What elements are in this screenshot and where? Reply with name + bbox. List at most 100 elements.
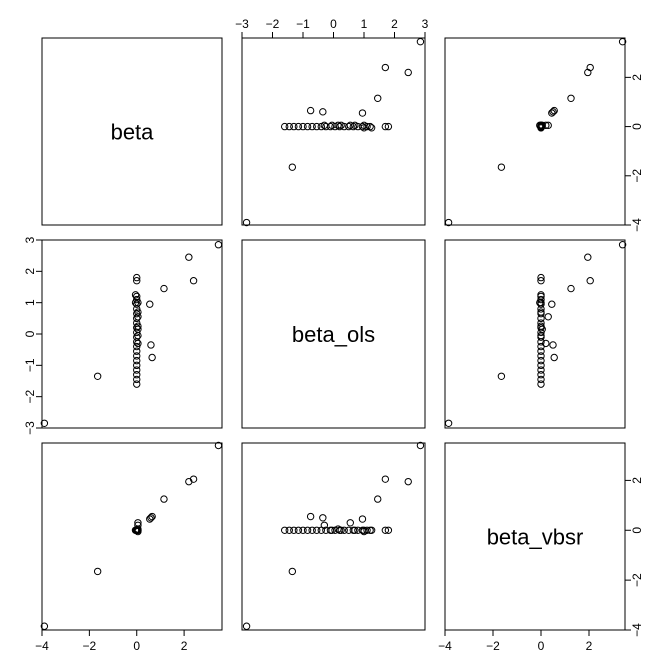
point-beta_ols-vs-beta-9 bbox=[384, 122, 393, 131]
tick-label-beta-ols-top: −1 bbox=[296, 17, 310, 31]
point-beta_vbsr-vs-beta_ols-0 bbox=[444, 419, 453, 427]
point-beta_ols-vs-beta-31 bbox=[337, 121, 345, 130]
tick-label-beta-vbsr-bottom: 0 bbox=[538, 639, 545, 653]
point-beta_ols-vs-beta-39 bbox=[367, 124, 376, 132]
point-beta_ols-vs-beta_vbsr-36 bbox=[334, 525, 342, 533]
point-beta-vs-beta_ols-9 bbox=[133, 273, 141, 282]
point-beta-vs-beta_ols-18 bbox=[133, 324, 141, 332]
tick-label-beta-vbsr-right-bottom: −2 bbox=[630, 573, 644, 587]
point-beta_ols-vs-beta-34 bbox=[320, 121, 329, 130]
tick-label-beta-ols-top: 2 bbox=[391, 17, 398, 31]
panel-frame-1-0 bbox=[41, 239, 223, 429]
tick-label-beta-ols-left: 0 bbox=[23, 330, 37, 337]
point-beta-vs-beta_ols-3 bbox=[189, 277, 198, 285]
tick-label-beta-ols-top: 3 bbox=[422, 17, 429, 31]
point-beta_vbsr-vs-beta_ols-6 bbox=[548, 300, 556, 308]
tick-label-beta-ols-top: 0 bbox=[330, 17, 337, 31]
point-beta_ols-vs-beta-4 bbox=[374, 94, 382, 102]
diagonal-label-beta: beta bbox=[111, 120, 155, 145]
point-beta_vbsr-vs-beta_ols-23 bbox=[537, 347, 545, 355]
point-beta_vbsr-vs-beta_ols-3 bbox=[586, 277, 594, 285]
point-beta_ols-vs-beta-23 bbox=[313, 122, 321, 131]
point-beta_vbsr-vs-beta_ols-30 bbox=[537, 380, 545, 388]
tick-label-beta-vbsr-right-bottom: 0 bbox=[630, 527, 644, 534]
point-beta-vs-beta_ols-4 bbox=[160, 284, 168, 293]
point-beta-vs-beta_ols-8 bbox=[148, 353, 156, 362]
point-beta_vbsr-vs-beta_ols-28 bbox=[537, 371, 545, 379]
point-beta-vs-beta_ols-36 bbox=[134, 325, 142, 333]
point-beta-vs-beta_vbsr-39 bbox=[131, 526, 140, 534]
tick-label-beta-right-top: 2 bbox=[630, 74, 644, 81]
point-beta_ols-vs-beta_vbsr-33 bbox=[346, 519, 354, 527]
point-beta_ols-vs-beta-24 bbox=[308, 122, 316, 131]
tick-label-beta-bottom: 2 bbox=[181, 639, 188, 653]
point-beta_ols-vs-beta-7 bbox=[319, 108, 327, 116]
points bbox=[40, 37, 627, 630]
point-beta_ols-vs-beta_vbsr-29 bbox=[285, 526, 293, 534]
point-beta_vbsr-vs-beta_ols-27 bbox=[537, 366, 545, 374]
axes: −3 −2 −1 0 1 2 3 −4 −2 0 2 −4 −2 0 2 −3 −2 −1 0 1 2 3 −4 −2 0 2 −4… bbox=[23, 17, 644, 653]
tick-label-beta-vbsr-right-bottom: 2 bbox=[630, 477, 644, 484]
point-beta_ols-vs-beta_vbsr-23 bbox=[313, 526, 321, 534]
point-beta_vbsr-vs-beta-4 bbox=[567, 94, 575, 102]
point-beta_ols-vs-beta-1 bbox=[416, 37, 425, 46]
point-beta_vbsr-vs-beta_ols-1 bbox=[618, 241, 627, 249]
point-beta_vbsr-vs-beta-0 bbox=[444, 218, 453, 227]
point-beta-vs-beta_ols-24 bbox=[133, 352, 141, 360]
tick-label-beta-ols-left: −3 bbox=[23, 421, 37, 435]
point-beta_ols-vs-beta-2 bbox=[404, 68, 412, 77]
point-beta_ols-vs-beta_vbsr-27 bbox=[294, 526, 303, 534]
point-beta_ols-vs-beta_vbsr-1 bbox=[416, 441, 425, 450]
tick-label-beta-ols-left: 1 bbox=[23, 299, 37, 306]
point-beta_vbsr-vs-beta_ols-12 bbox=[537, 295, 545, 304]
point-beta_vbsr-vs-beta_ols-5 bbox=[497, 372, 506, 380]
point-beta_ols-vs-beta-28 bbox=[290, 122, 298, 131]
point-beta-vs-beta_ols-29 bbox=[133, 375, 141, 384]
point-beta_ols-vs-beta_vbsr-6 bbox=[358, 515, 367, 523]
panel-frame-0-0 bbox=[41, 37, 223, 226]
point-beta_ols-vs-beta-10 bbox=[381, 122, 390, 131]
point-beta_vbsr-vs-beta_ols-7 bbox=[549, 341, 557, 349]
diagonal-label-beta_ols: beta_ols bbox=[292, 322, 375, 347]
point-beta_ols-vs-beta-18 bbox=[335, 122, 344, 131]
point-beta_vbsr-vs-beta_ols-39 bbox=[537, 291, 545, 299]
point-beta_ols-vs-beta-30 bbox=[281, 122, 289, 131]
point-beta_vbsr-vs-beta-6 bbox=[548, 109, 556, 117]
point-beta_ols-vs-beta_vbsr-38 bbox=[360, 526, 368, 534]
point-beta-vs-beta_ols-7 bbox=[147, 341, 155, 349]
point-beta_ols-vs-beta-35 bbox=[360, 121, 368, 130]
point-beta_ols-vs-beta-33 bbox=[346, 121, 354, 130]
point-beta-vs-beta_ols-22 bbox=[133, 342, 141, 351]
point-beta_vbsr-vs-beta_ols-24 bbox=[537, 352, 545, 360]
point-beta_ols-vs-beta-6 bbox=[358, 109, 367, 117]
point-beta_vbsr-vs-beta-7 bbox=[549, 108, 557, 116]
tick-label-beta-ols-top: −2 bbox=[266, 17, 280, 31]
point-beta-vs-beta_vbsr-8 bbox=[148, 512, 156, 521]
point-beta-vs-beta_vbsr-5 bbox=[93, 567, 102, 576]
point-beta_ols-vs-beta_vbsr-2 bbox=[404, 477, 412, 486]
point-beta_ols-vs-beta-3 bbox=[381, 63, 390, 72]
point-beta-vs-beta_ols-30 bbox=[133, 380, 141, 388]
diagonal-label-beta_vbsr: beta_vbsr bbox=[487, 525, 584, 550]
point-beta_vbsr-vs-beta_ols-4 bbox=[567, 284, 575, 293]
tick-label-beta-ols-left: 2 bbox=[23, 268, 37, 275]
point-beta-vs-beta_vbsr-1 bbox=[214, 441, 223, 450]
point-beta-vs-beta_vbsr-7 bbox=[147, 514, 155, 522]
point-beta_vbsr-vs-beta-37 bbox=[537, 121, 545, 130]
point-beta_vbsr-vs-beta_ols-26 bbox=[537, 361, 545, 370]
point-beta-vs-beta_vbsr-4 bbox=[160, 495, 168, 503]
point-beta_vbsr-vs-beta_ols-10 bbox=[537, 277, 545, 285]
point-beta_ols-vs-beta-36 bbox=[334, 121, 342, 130]
point-beta-vs-beta_ols-37 bbox=[134, 308, 142, 316]
point-beta_vbsr-vs-beta-1 bbox=[618, 37, 627, 46]
point-beta_vbsr-vs-beta_ols-8 bbox=[550, 353, 558, 362]
point-beta-vs-beta_ols-39 bbox=[131, 291, 140, 299]
point-beta-vs-beta_ols-2 bbox=[185, 253, 193, 261]
tick-label-beta-vbsr-bottom: −4 bbox=[438, 639, 452, 653]
point-beta-vs-beta_ols-6 bbox=[146, 300, 154, 308]
point-beta_ols-vs-beta_vbsr-39 bbox=[367, 526, 376, 534]
point-beta-vs-beta_vbsr-37 bbox=[134, 526, 142, 534]
panel-frame-2-0 bbox=[41, 442, 223, 631]
point-beta_ols-vs-beta-5 bbox=[288, 163, 297, 171]
